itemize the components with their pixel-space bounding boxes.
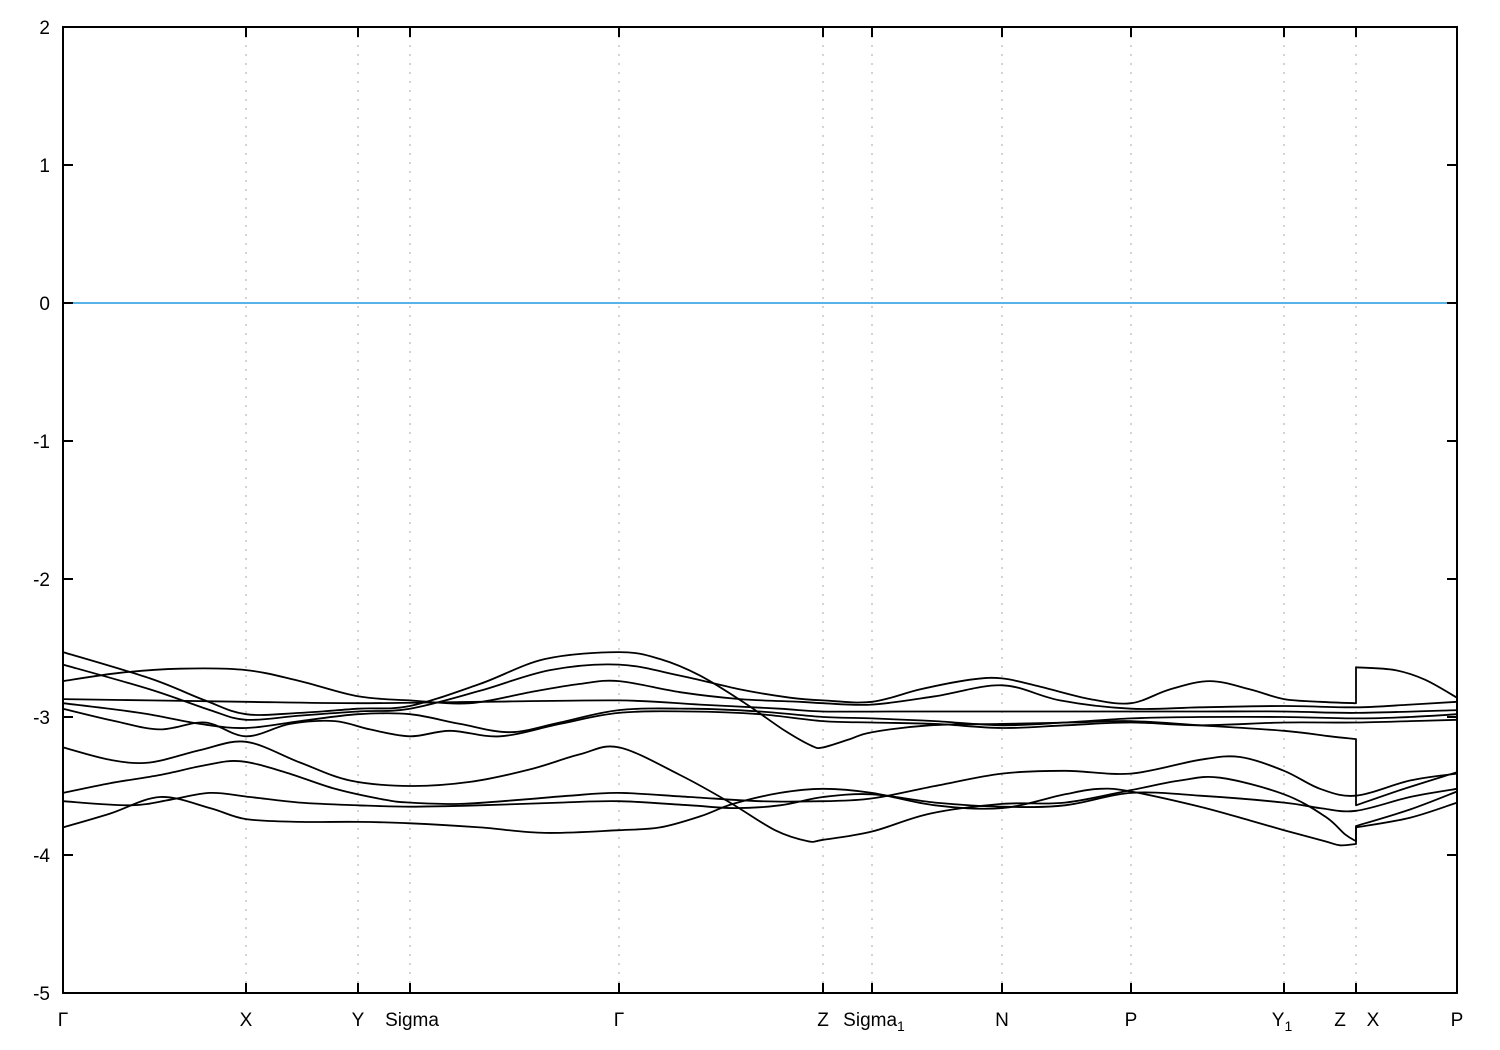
y-tick-label: -5 xyxy=(33,984,50,1005)
x-tick-label: N xyxy=(995,1010,1009,1031)
x-tick-label: P xyxy=(1125,1010,1138,1031)
x-tick-label: Y xyxy=(352,1010,365,1031)
x-tick-label: X xyxy=(240,1010,253,1031)
x-tick-label: P xyxy=(1451,1010,1464,1031)
band-path-1 xyxy=(62,651,1458,807)
y-tick-label: 0 xyxy=(39,294,50,315)
x-tick-label: Z xyxy=(1334,1010,1346,1031)
x-tick-label: X xyxy=(1367,1010,1380,1031)
band-path-2 xyxy=(62,663,1458,721)
band-path-6 xyxy=(62,707,1458,738)
x-tick-label: Γ xyxy=(614,1010,624,1031)
y-tick-label: 1 xyxy=(39,156,50,177)
x-tick-label: Z xyxy=(817,1010,829,1031)
y-tick-label: -4 xyxy=(33,846,50,867)
y-tick-label: -3 xyxy=(33,708,50,729)
band-path-5 xyxy=(62,702,1458,734)
band-path-9 xyxy=(62,787,1458,813)
band-path-10 xyxy=(62,787,1458,847)
y-tick-label: -1 xyxy=(33,432,50,453)
x-tick-label: Sigma1 xyxy=(843,1010,905,1034)
plot-border xyxy=(62,26,1458,994)
y-tick-label: -2 xyxy=(33,570,50,591)
x-tick-label: Sigma xyxy=(385,1010,439,1031)
band-path-3 xyxy=(62,667,1458,710)
band-path-7 xyxy=(62,740,1458,843)
band-path-8 xyxy=(62,755,1458,805)
band-path-4 xyxy=(62,698,1458,714)
y-tick-label: 2 xyxy=(39,18,50,39)
x-tick-label: Γ xyxy=(58,1010,68,1031)
